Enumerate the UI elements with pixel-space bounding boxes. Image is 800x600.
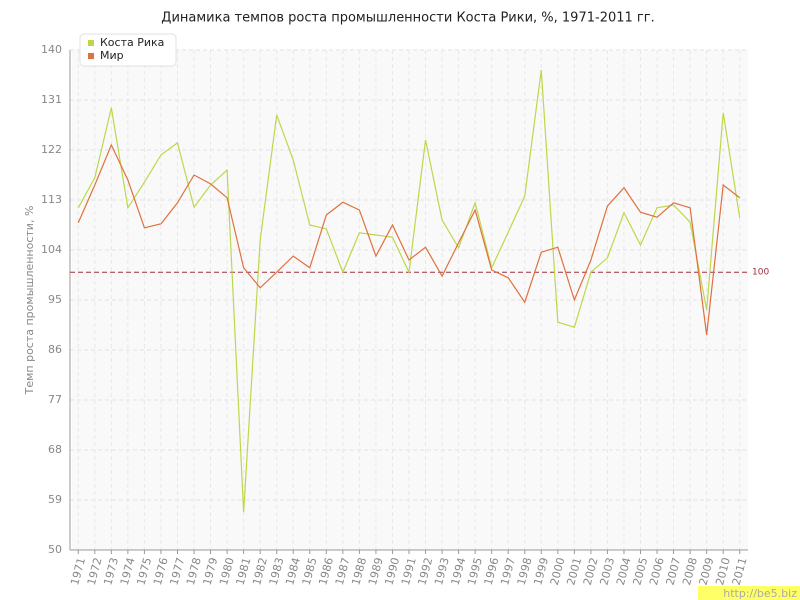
reference-label: 100 bbox=[752, 268, 769, 278]
legend-box bbox=[79, 33, 177, 67]
legend-label: Мир bbox=[100, 49, 124, 62]
watermark: http://be5.biz bbox=[723, 587, 797, 600]
y-tick-label: 86 bbox=[48, 343, 62, 356]
x-tick-label: 2011 bbox=[730, 556, 750, 586]
watermark-bg bbox=[698, 586, 800, 600]
series-line bbox=[77, 143, 741, 336]
chart-title: Динамика темпов роста промышленности Кос… bbox=[161, 11, 654, 26]
y-tick-label: 122 bbox=[41, 143, 62, 156]
y-tick-label: 77 bbox=[48, 393, 62, 406]
legend-label: Коста Рика bbox=[100, 36, 164, 49]
y-tick-label: 113 bbox=[41, 193, 62, 206]
y-tick-label: 50 bbox=[48, 543, 62, 556]
legend-swatch bbox=[88, 53, 94, 59]
y-tick-label: 95 bbox=[48, 293, 62, 306]
y-tick-label: 104 bbox=[41, 243, 62, 256]
y-tick-label: 140 bbox=[41, 43, 62, 56]
series-line bbox=[77, 69, 741, 513]
y-axis-label: Темп роста промышленности, % bbox=[23, 206, 36, 396]
y-tick-label: 59 bbox=[48, 493, 62, 506]
legend-swatch bbox=[88, 40, 94, 46]
y-tick-label: 68 bbox=[48, 443, 62, 456]
y-tick-label: 131 bbox=[41, 93, 62, 106]
